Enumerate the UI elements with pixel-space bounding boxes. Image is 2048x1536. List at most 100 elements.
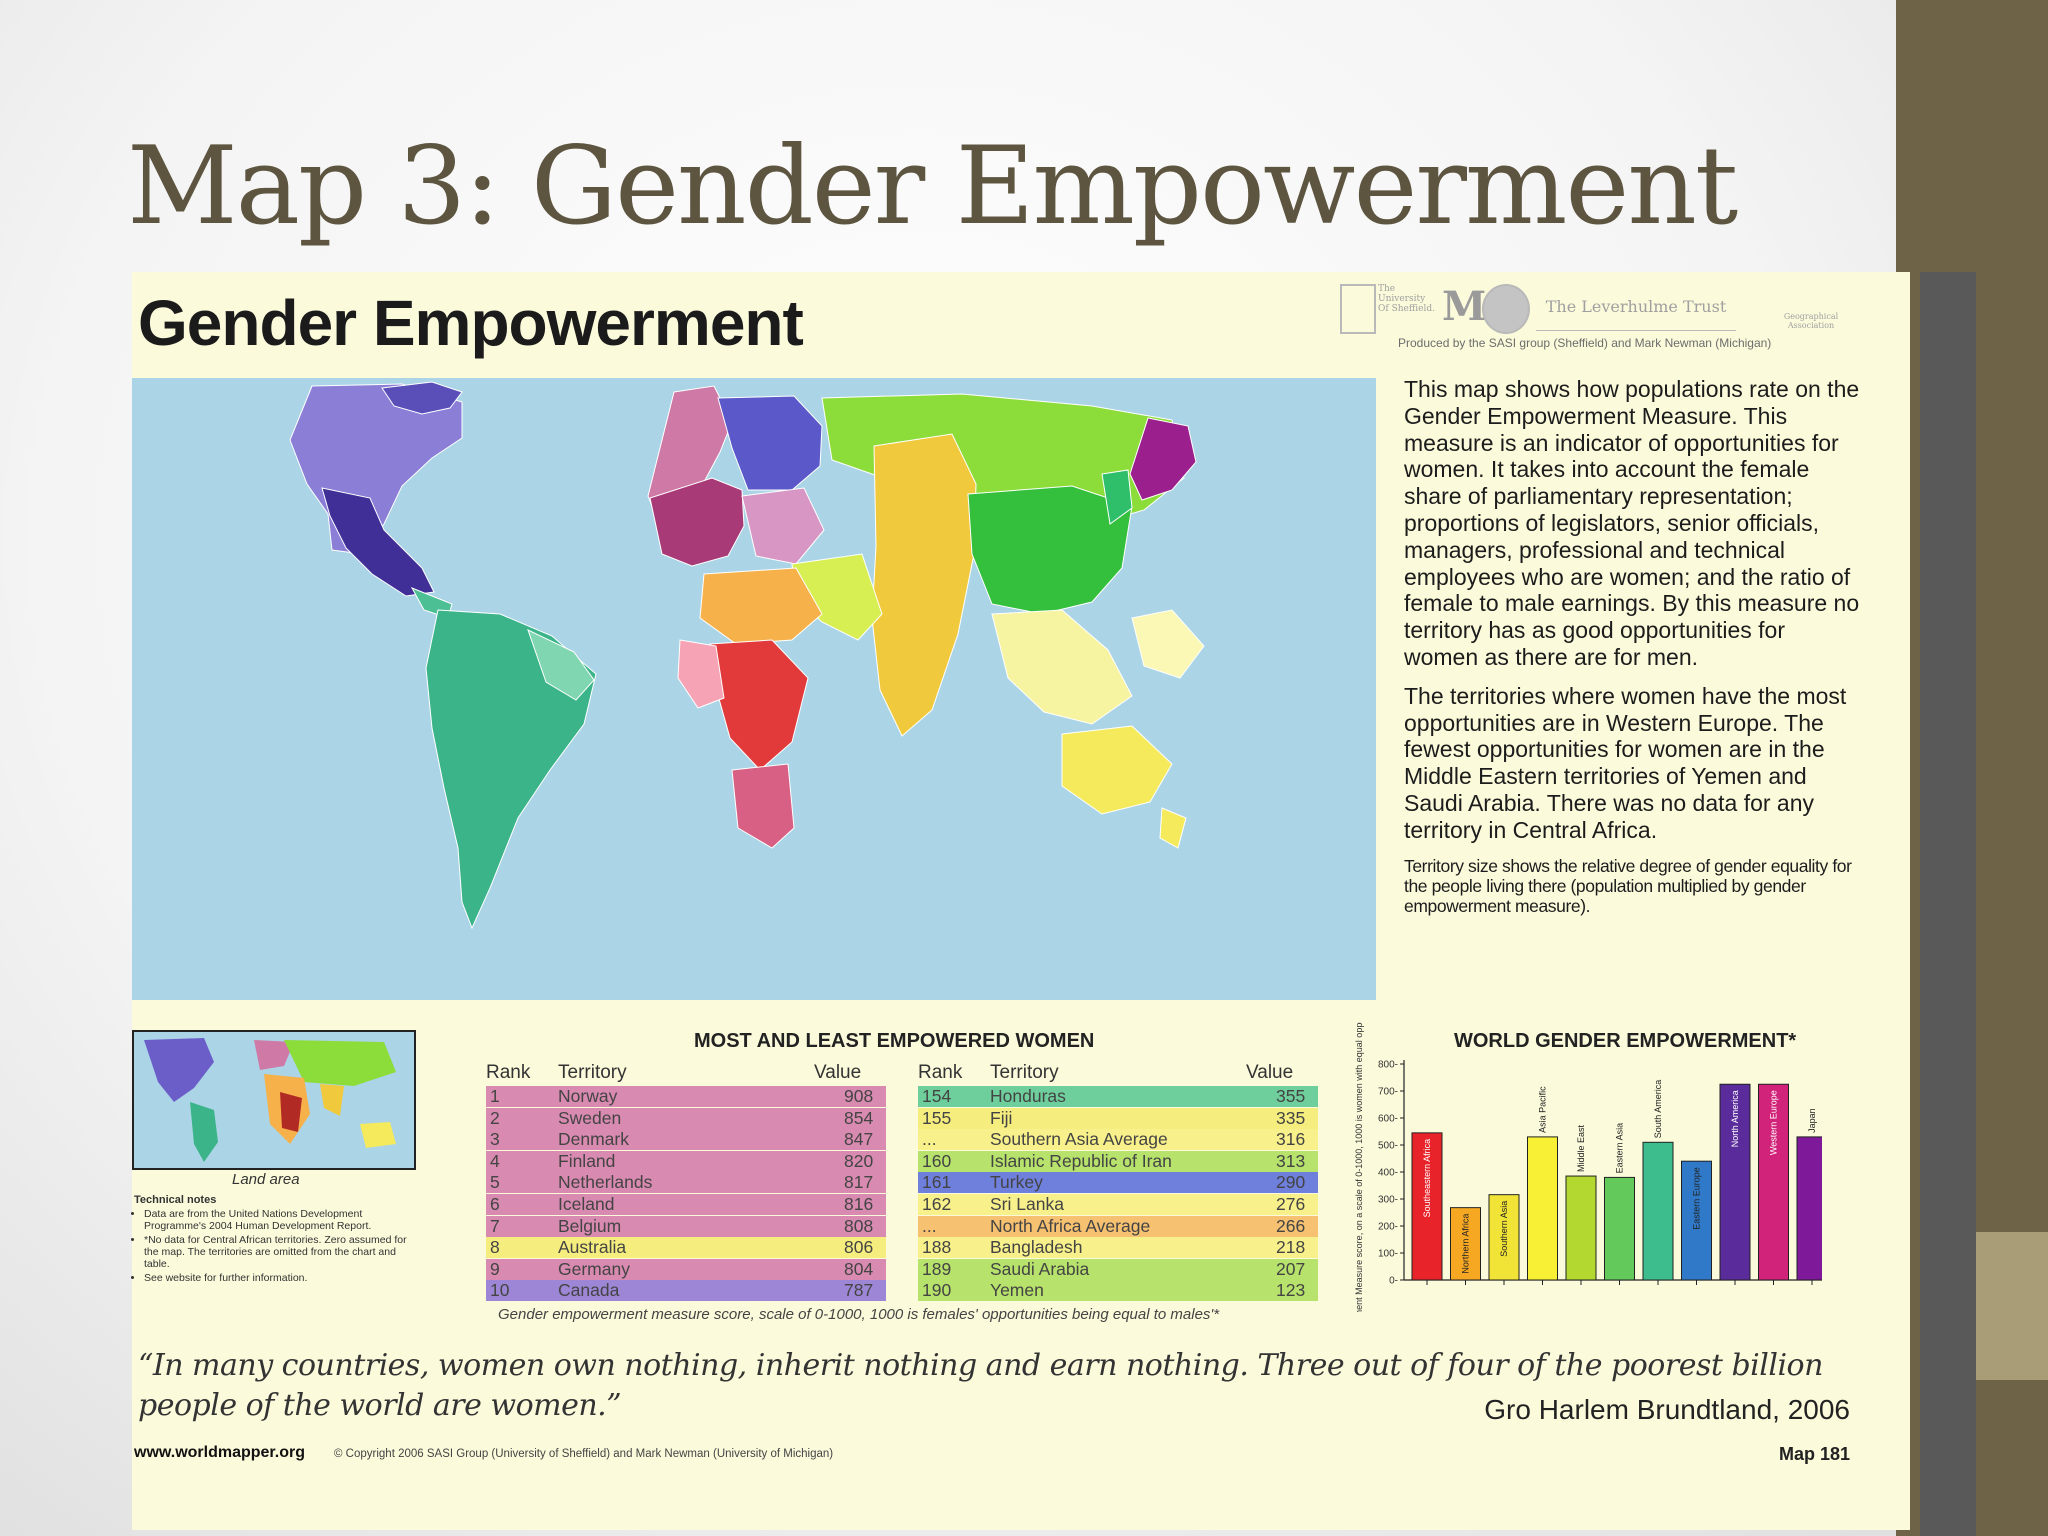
- table-row: 3 Denmark 847: [486, 1129, 886, 1151]
- table-row: 188 Bangladesh 218: [918, 1237, 1318, 1259]
- cell-rank: 10: [490, 1280, 510, 1301]
- y-tick-label: 700-: [1378, 1087, 1398, 1098]
- table-row: 6 Iceland 816: [486, 1194, 886, 1215]
- cell-rank: 188: [922, 1237, 952, 1258]
- description-paragraph-2: The territories where women have the mos…: [1404, 682, 1847, 843]
- producer-credit: Produced by the SASI group (Sheffield) a…: [1398, 336, 1772, 350]
- cell-rank: 2: [490, 1107, 500, 1128]
- bar: [1681, 1160, 1712, 1281]
- chart-ylabel: Gender Empowerment Measure score, on a s…: [1354, 1022, 1364, 1312]
- x-tick-label: Japan: [1807, 1108, 1817, 1133]
- x-tick-label: Eastern Asia: [1615, 1123, 1625, 1174]
- cell-territory: Norway: [558, 1086, 618, 1106]
- sheffield-crest-icon: [1340, 284, 1376, 334]
- bar: [1565, 1175, 1597, 1281]
- cell-value: 355: [1276, 1086, 1306, 1106]
- bar: [1796, 1136, 1822, 1281]
- cell-rank: 155: [922, 1107, 952, 1128]
- table-row: 160 Islamic Republic of Iran 313: [918, 1150, 1318, 1172]
- table-row: 5 Netherlands 817: [486, 1172, 886, 1194]
- bar: [1527, 1136, 1558, 1281]
- cell-rank: 6: [490, 1194, 500, 1214]
- table-row: 154 Honduras 355: [918, 1086, 1318, 1107]
- leverhulme-logo: The Leverhulme Trust: [1536, 284, 1736, 331]
- cell-rank: 162: [922, 1194, 952, 1214]
- technical-notes-list: Data are from the United Nations Develop…: [134, 1208, 424, 1284]
- technical-notes: Technical notes Data are from the United…: [134, 1194, 424, 1286]
- cell-value: 908: [844, 1086, 874, 1106]
- poster-title: Gender Empowerment: [138, 287, 804, 359]
- region-west-africa: [677, 639, 725, 709]
- cell-value: 276: [1276, 1194, 1306, 1214]
- cell-rank: 154: [922, 1086, 952, 1106]
- quote: “In many countries, women own nothing, i…: [138, 1348, 1823, 1423]
- region-eastern-europe: [717, 395, 823, 491]
- cell-rank: ...: [922, 1215, 937, 1236]
- table-row: 9 Germany 804: [486, 1258, 886, 1280]
- region-korea: [1101, 469, 1133, 525]
- cell-rank: 1: [490, 1086, 500, 1106]
- cell-rank: 190: [922, 1280, 952, 1301]
- region-southern-africa: [731, 763, 795, 849]
- cell-territory: Sweden: [558, 1107, 622, 1128]
- region-china: [967, 485, 1133, 615]
- x-tick-label: North America: [1730, 1090, 1740, 1147]
- region-arctic-canada: [381, 381, 463, 415]
- table-row: 4 Finland 820: [486, 1150, 886, 1172]
- world-gender-empowerment-chart: Gender Empowerment Measure score, on a s…: [1354, 1022, 1822, 1312]
- cell-rank: ...: [922, 1129, 937, 1150]
- column-header-value: Value: [814, 1062, 862, 1083]
- map-description: This map shows how populations rate on t…: [1404, 376, 1864, 928]
- cell-value: 787: [844, 1280, 874, 1301]
- cell-rank: 9: [490, 1258, 500, 1279]
- cell-territory: Honduras: [990, 1086, 1066, 1106]
- table-row: 189 Saudi Arabia 207: [918, 1258, 1318, 1280]
- table-row: 8 Australia 806: [486, 1237, 886, 1259]
- table-row: 7 Belgium 808: [486, 1215, 886, 1237]
- y-tick-label: 500-: [1378, 1141, 1398, 1152]
- website-link[interactable]: www.worldmapper.org: [134, 1444, 305, 1461]
- y-tick-label: 800-: [1378, 1060, 1398, 1071]
- bar: [1604, 1176, 1635, 1281]
- cell-territory: Canada: [558, 1280, 620, 1301]
- region-japan: [1129, 417, 1197, 501]
- region-western-europe: [649, 477, 745, 567]
- x-tick-label: Asia Pacific: [1538, 1086, 1548, 1133]
- table-row: ... North Africa Average 266: [918, 1215, 1318, 1237]
- region-southern-europe: [741, 487, 825, 565]
- cell-value: 820: [844, 1150, 874, 1171]
- land-area-label: Land area: [232, 1171, 300, 1188]
- cell-rank: 161: [922, 1172, 952, 1193]
- region-southeast-asia: [991, 609, 1133, 725]
- cell-territory: Germany: [558, 1258, 630, 1279]
- region-australia: [1061, 725, 1173, 815]
- cell-value: 290: [1276, 1172, 1306, 1193]
- table-footnote: Gender empowerment measure score, scale …: [498, 1306, 1220, 1323]
- bar: [1488, 1194, 1520, 1281]
- x-tick-label: Western Europe: [1769, 1090, 1779, 1155]
- x-tick-label: Northern Africa: [1461, 1214, 1471, 1274]
- sheffield-logo-text: The University Of Sheffield.: [1378, 284, 1435, 314]
- bar: [1450, 1207, 1481, 1281]
- cell-territory: Bangladesh: [990, 1237, 1083, 1258]
- chart-title: WORLD GENDER EMPOWERMENT*: [1454, 1030, 1797, 1052]
- table-row: ... Southern Asia Average 316: [918, 1129, 1318, 1151]
- geographical-association-logo: Geographical Association: [1783, 312, 1839, 330]
- cell-territory: Islamic Republic of Iran: [990, 1150, 1172, 1171]
- michigan-logo: M: [1442, 283, 1487, 330]
- cell-territory: Australia: [558, 1237, 627, 1258]
- bar: [1642, 1141, 1674, 1281]
- cell-territory: Yemen: [990, 1280, 1044, 1301]
- cell-territory: Southern Asia Average: [990, 1129, 1168, 1150]
- cell-territory: Belgium: [558, 1215, 622, 1236]
- y-tick-label: 200-: [1378, 1222, 1398, 1233]
- cell-value: 816: [844, 1194, 874, 1214]
- table-row: 155 Fiji 335: [918, 1107, 1318, 1129]
- cell-territory: Denmark: [558, 1129, 629, 1150]
- x-tick-label: South America: [1653, 1080, 1663, 1139]
- cell-rank: 189: [922, 1258, 952, 1279]
- cartogram-map: [132, 378, 1376, 1000]
- table-row: 1 Norway 908: [486, 1086, 886, 1107]
- cell-territory: Saudi Arabia: [990, 1258, 1090, 1279]
- rosette-logo-icon: [1482, 284, 1530, 334]
